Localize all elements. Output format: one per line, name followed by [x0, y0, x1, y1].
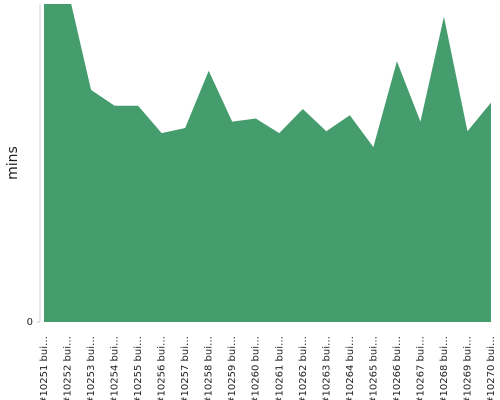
x-tick-label: #10269 bui…	[462, 336, 473, 400]
x-tick-label: #10259 bui…	[227, 336, 238, 400]
y-tick-label: 0	[27, 317, 33, 328]
x-tick-label: #10266 bui…	[392, 336, 403, 400]
x-tick-label: #10255 bui…	[133, 336, 144, 400]
x-tick-label: #10261 bui…	[274, 336, 285, 400]
x-tick-label: #10265 bui…	[368, 336, 379, 400]
x-tick-label: #10264 bui…	[345, 336, 356, 400]
x-tick-label: #10251 bui…	[39, 336, 50, 400]
x-tick-label: #10260 bui…	[251, 336, 262, 400]
x-tick-label: #10254 bui…	[110, 336, 121, 400]
area	[44, 4, 491, 322]
x-tick-label: #10252 bui…	[63, 336, 74, 400]
x-tick-label: #10258 bui…	[204, 336, 215, 400]
x-tick-label: #10253 bui…	[86, 336, 97, 400]
x-tick-label: #10263 bui…	[321, 336, 332, 400]
x-tick-label: #10270 bui…	[486, 336, 497, 400]
x-tick-label: #10267 bui…	[415, 336, 426, 400]
x-tick-label: #10268 bui…	[439, 336, 450, 400]
x-tick-label: #10257 bui…	[180, 336, 191, 400]
y-axis-title: mins	[5, 146, 21, 180]
x-tick-label: #10256 bui…	[157, 336, 168, 400]
x-tick-label: #10262 bui…	[298, 336, 309, 400]
